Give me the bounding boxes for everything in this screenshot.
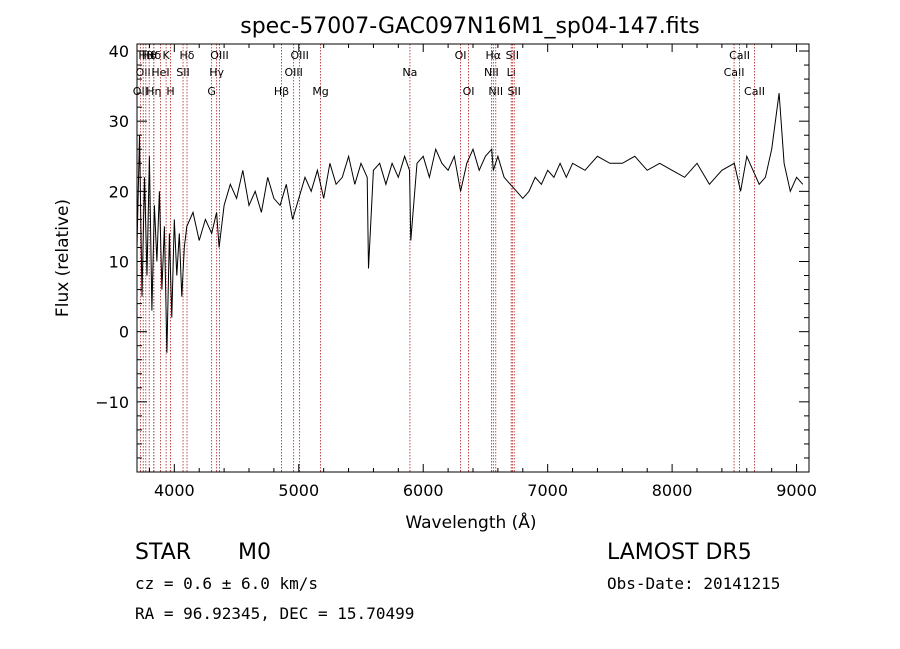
marker-label-8: H	[166, 85, 174, 98]
marker-label-11: G	[207, 85, 216, 98]
observation-date: Obs-Date: 20141215	[607, 574, 781, 593]
marker-label-10: Hδ	[180, 49, 195, 62]
marker-label-15: OIII	[284, 66, 302, 79]
marker-label-22: Hα	[486, 49, 502, 62]
y-tick-label-4: 30	[109, 112, 129, 131]
marker-label-13: OIII	[210, 49, 228, 62]
marker-label-1: OII	[136, 66, 151, 79]
marker-label-25: SII	[506, 49, 519, 62]
marker-label-3: Hθ	[142, 49, 157, 62]
marker-label-26: SII	[507, 85, 520, 98]
x-tick-label-0: 4000	[154, 481, 195, 500]
marker-label-21: NII	[484, 66, 499, 79]
marker-label-20: OI	[463, 85, 475, 98]
marker-label-18: Na	[402, 66, 417, 79]
marker-label-27: CaII	[724, 66, 745, 79]
x-tick-label-4: 8000	[652, 481, 693, 500]
spectral-line-markers: OIIOIIHθHθHδHηHeIKHSIIHδGHγOIIIHβOIIIOII…	[133, 44, 765, 472]
marker-label-2: Hθ	[138, 49, 153, 62]
y-tick-label-5: 40	[109, 42, 129, 61]
marker-label-9: SII	[176, 66, 189, 79]
coordinates: RA = 96.92345, DEC = 15.70499	[135, 604, 415, 623]
marker-label-5: Hη	[146, 85, 161, 98]
x-tick-label-5: 9000	[776, 481, 817, 500]
object-subclass: M0	[238, 540, 271, 565]
y-tick-label-0: −10	[95, 393, 129, 412]
y-tick-label-3: 20	[109, 182, 129, 201]
marker-label-17: Mg	[312, 85, 328, 98]
marker-label-12: Hγ	[209, 66, 224, 79]
marker-label-29: CaII	[744, 85, 765, 98]
marker-label-14: Hβ	[274, 85, 289, 98]
x-tick-label-2: 6000	[403, 481, 444, 500]
marker-label-19: OI	[455, 49, 467, 62]
marker-label-4: Hδ	[146, 49, 161, 62]
axis-ticks: 4000 5000 6000 7000 8000 9000 −10 0 10 20 30 40	[95, 42, 817, 500]
marker-label-16: OIII	[290, 49, 308, 62]
redshift-velocity: cz = 0.6 ± 6.0 km/s	[135, 574, 319, 593]
y-tick-label-1: 0	[119, 323, 129, 342]
spectrum-series	[136, 93, 804, 353]
plot-frame	[136, 43, 810, 473]
x-tick-label-1: 5000	[278, 481, 319, 500]
survey-name: LAMOST DR5	[607, 540, 752, 565]
chart-title: spec-57007-GAC097N16M1_sp04-147.fits	[240, 14, 700, 39]
marker-label-23: NII	[488, 85, 503, 98]
marker-label-28: CaII	[729, 49, 750, 62]
y-axis-label: Flux (relative)	[53, 199, 73, 317]
x-axis-label: Wavelength (Å)	[405, 511, 536, 533]
y-tick-label-2: 10	[109, 253, 129, 272]
marker-label-6: HeI	[151, 66, 169, 79]
marker-label-7: K	[163, 49, 171, 62]
marker-label-24: Li	[507, 66, 516, 79]
x-tick-label-3: 7000	[527, 481, 568, 500]
object-class: STAR	[135, 540, 192, 565]
spectrum-line	[136, 93, 804, 353]
